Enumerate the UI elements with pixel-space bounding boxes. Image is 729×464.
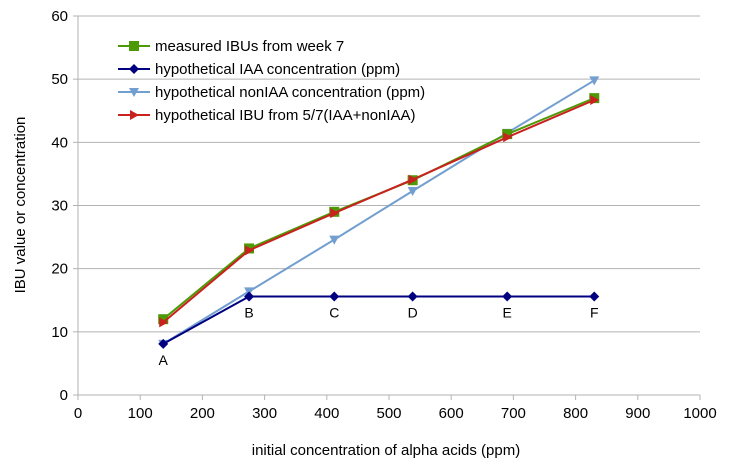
data-point bbox=[407, 291, 418, 302]
legend-item: hypothetical nonIAA concentration (ppm) bbox=[118, 84, 425, 101]
data-point bbox=[244, 291, 255, 302]
x-axis-title: initial concentration of alpha acids (pp… bbox=[252, 442, 520, 459]
series-2 bbox=[158, 291, 600, 349]
point-label-B: B bbox=[244, 304, 253, 320]
x-tick-label: 0 bbox=[74, 405, 82, 422]
y-tick-label: 50 bbox=[51, 71, 68, 88]
y-tick-label: 60 bbox=[51, 8, 68, 25]
legend-marker bbox=[129, 41, 139, 51]
series-line bbox=[162, 97, 595, 320]
series-line bbox=[162, 79, 595, 345]
legend: measured IBUs from week 7 hypothetical IA… bbox=[118, 38, 425, 124]
y-tick-label: 20 bbox=[51, 261, 68, 278]
data-point bbox=[245, 245, 255, 256]
x-tick-label: 200 bbox=[190, 405, 215, 422]
x-tick-label: 400 bbox=[314, 405, 339, 422]
series-line bbox=[162, 99, 595, 324]
legend-label: hypothetical nonIAA concentration (ppm) bbox=[155, 84, 425, 101]
point-label-F: F bbox=[590, 304, 599, 320]
data-point bbox=[158, 314, 169, 325]
x-tick-label: 500 bbox=[376, 405, 401, 422]
legend-marker bbox=[129, 88, 139, 97]
data-point bbox=[408, 174, 418, 185]
point-label-E: E bbox=[503, 304, 512, 320]
series-1 bbox=[158, 93, 600, 325]
x-tick-label: 800 bbox=[563, 405, 588, 422]
y-tick-label: 10 bbox=[51, 324, 68, 341]
data-point bbox=[158, 338, 169, 349]
data-point bbox=[503, 132, 513, 143]
data-point bbox=[407, 186, 418, 196]
legend-marker bbox=[129, 64, 139, 74]
data-point bbox=[590, 95, 600, 106]
legend-label: hypothetical IAA concentration (ppm) bbox=[155, 61, 400, 78]
series-lines bbox=[158, 76, 600, 349]
point-label-A: A bbox=[159, 352, 169, 368]
x-tick-label: 300 bbox=[252, 405, 277, 422]
x-tick-label: 700 bbox=[501, 405, 526, 422]
legend-marker bbox=[130, 110, 139, 120]
data-point bbox=[329, 291, 340, 302]
x-tick-label: 600 bbox=[439, 405, 464, 422]
y-axis-title: IBU value or concentration bbox=[12, 117, 29, 294]
legend-label: hypothetical IBU from 5/7(IAA+nonIAA) bbox=[155, 107, 416, 124]
point-labels: A B C D E F bbox=[159, 304, 599, 367]
data-point bbox=[589, 76, 600, 86]
point-label-D: D bbox=[408, 304, 418, 320]
y-tick-label: 30 bbox=[51, 198, 68, 215]
point-label-C: C bbox=[329, 304, 339, 320]
legend-item: measured IBUs from week 7 bbox=[118, 38, 344, 55]
y-tick-label: 0 bbox=[60, 387, 68, 404]
data-point bbox=[589, 291, 600, 302]
series-line bbox=[162, 295, 595, 345]
y-tick-label: 40 bbox=[51, 134, 68, 151]
legend-item: hypothetical IBU from 5/7(IAA+nonIAA) bbox=[118, 107, 416, 124]
y-tick-labels: 0 10 20 30 40 50 60 bbox=[51, 8, 68, 404]
legend-item: hypothetical IAA concentration (ppm) bbox=[118, 61, 400, 78]
x-tick-label: 1000 bbox=[683, 405, 716, 422]
data-point bbox=[330, 208, 340, 219]
x-tick-label: 100 bbox=[128, 405, 153, 422]
axes bbox=[73, 15, 701, 400]
series-4 bbox=[159, 95, 600, 328]
data-point bbox=[329, 235, 340, 245]
x-tick-label: 900 bbox=[625, 405, 650, 422]
legend-label: measured IBUs from week 7 bbox=[155, 38, 344, 55]
data-point bbox=[159, 317, 169, 328]
x-tick-labels: 0 100 200 300 400 500 600 700 800 900 1000 bbox=[74, 405, 717, 422]
data-point bbox=[502, 291, 513, 302]
data-point bbox=[502, 129, 513, 140]
